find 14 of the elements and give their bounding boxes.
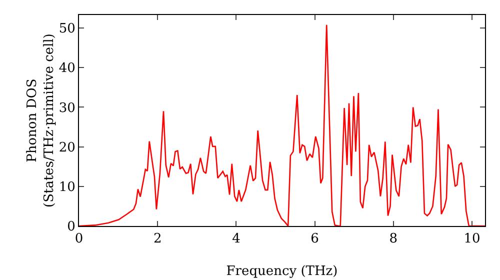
y-tick-label: 30 xyxy=(58,100,76,116)
x-tick-label: 8 xyxy=(389,232,398,247)
x-tick-label: 10 xyxy=(464,232,480,247)
x-tick-label: 4 xyxy=(232,232,240,247)
x-axis-title: Frequency (THz) xyxy=(226,264,338,279)
y-tick-label: 20 xyxy=(58,140,76,156)
y-tick-label: 10 xyxy=(58,180,76,195)
y-tick-label: 0 xyxy=(67,220,76,235)
y-axis-title: Phonon DOS (States/THz·primitive cell) xyxy=(24,33,57,208)
x-tick-label: 6 xyxy=(310,232,319,247)
line-series xyxy=(79,24,485,226)
x-tick-label: 2 xyxy=(153,232,162,247)
y-tick-label: 40 xyxy=(58,61,76,76)
y-tick-label: 50 xyxy=(58,22,76,37)
